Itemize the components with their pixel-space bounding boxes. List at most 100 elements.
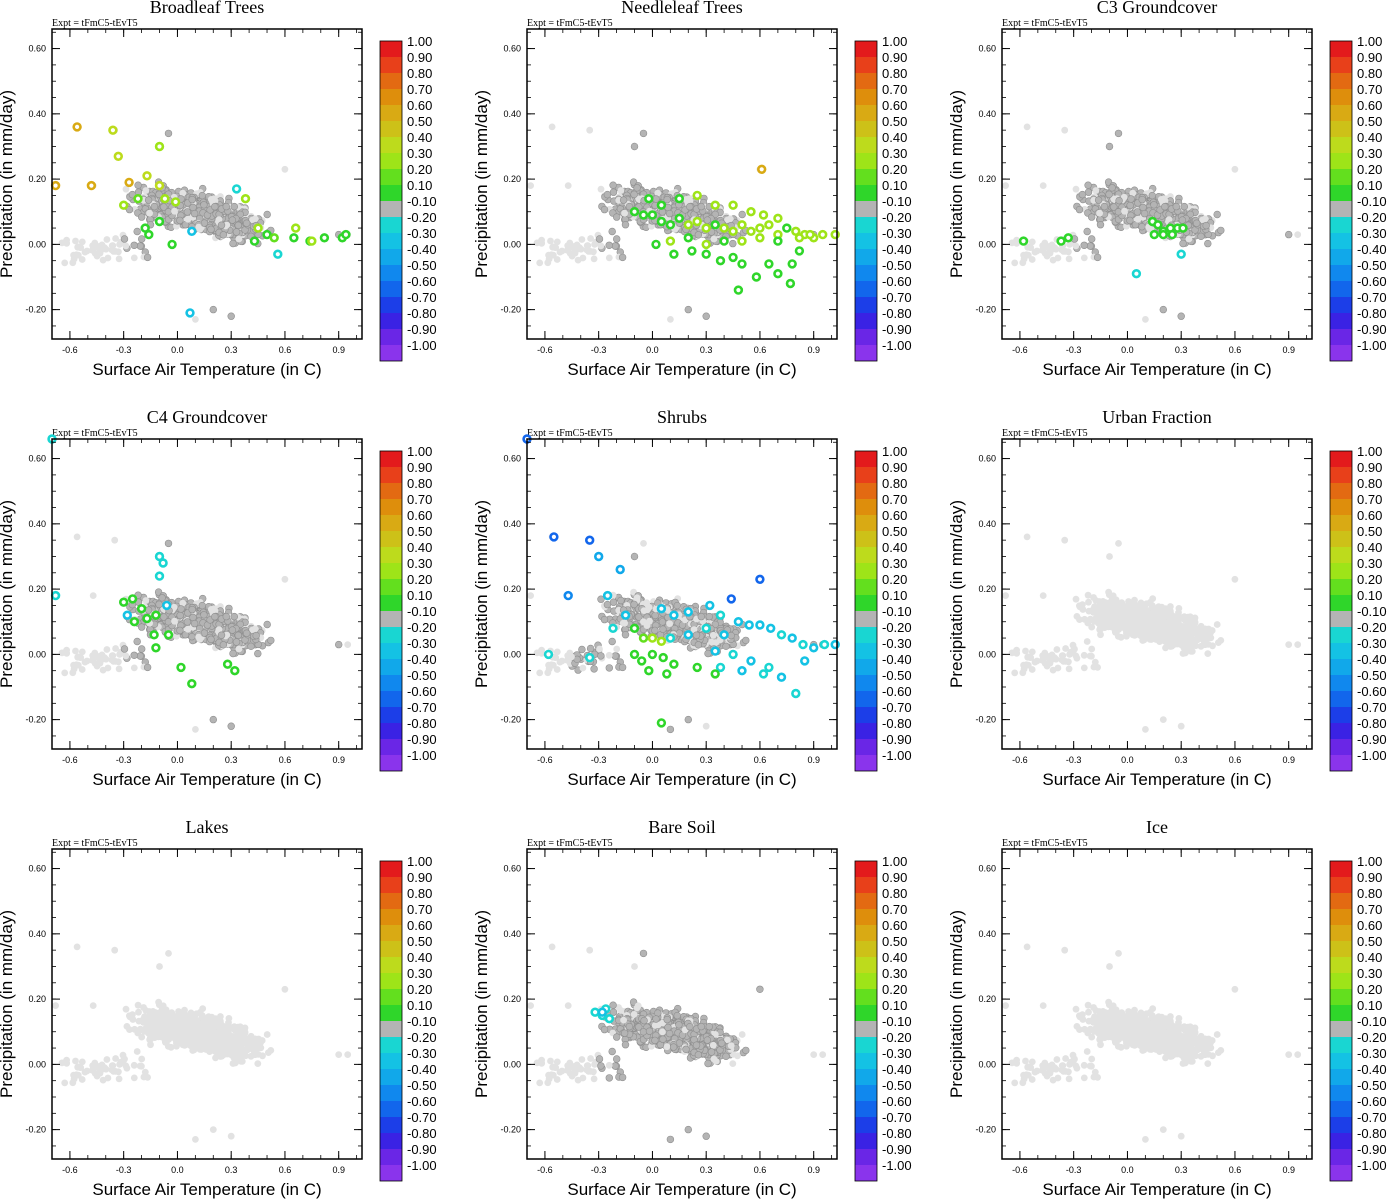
- data-point: [229, 239, 237, 248]
- data-point: [719, 236, 729, 246]
- colorbar-label: 0.40: [882, 130, 907, 145]
- data-point: [702, 312, 710, 320]
- data-point: [164, 539, 173, 548]
- data-point: [556, 248, 564, 256]
- data-point: [773, 269, 783, 279]
- data-point: [228, 216, 237, 224]
- data-point: [550, 243, 557, 251]
- plot-frame: [1001, 28, 1313, 340]
- data-point: [612, 213, 621, 221]
- data-point: [188, 632, 196, 641]
- data-point: [146, 209, 154, 217]
- x-axis-label: Surface Air Temperature (in C): [92, 770, 321, 789]
- data-point: [608, 227, 616, 236]
- y-tick-label: 0.40: [978, 109, 996, 119]
- data-point: [120, 235, 129, 243]
- colorbar-swatch: [380, 531, 402, 547]
- data-point: [1149, 229, 1160, 240]
- data-point: [564, 182, 572, 190]
- colorbar-label: -0.70: [882, 290, 912, 305]
- colorbar-swatch: [380, 57, 402, 73]
- data-point: [211, 203, 219, 211]
- colorbar-label: 0.60: [407, 508, 432, 523]
- data-point: [1065, 255, 1073, 263]
- data-point: [133, 227, 141, 236]
- data-point: [1178, 223, 1188, 233]
- data-point: [130, 651, 138, 659]
- data-point: [1159, 305, 1168, 314]
- data-point: [665, 236, 676, 246]
- data-point: [737, 236, 747, 246]
- data-point: [118, 597, 129, 607]
- scatter-points: [47, 434, 352, 733]
- colorbar-swatch: [855, 249, 877, 265]
- x-tick-label: 0.3: [225, 345, 238, 355]
- data-point: [184, 215, 192, 223]
- colorbar-label: 0.50: [407, 524, 432, 539]
- data-point: [605, 254, 613, 262]
- colorbar-swatch: [380, 105, 402, 121]
- data-point: [158, 558, 168, 568]
- x-tick-label: 0.9: [807, 345, 820, 355]
- data-point: [1192, 219, 1201, 227]
- data-point: [701, 223, 711, 233]
- colorbar-label: -0.30: [407, 226, 437, 241]
- data-point: [136, 603, 147, 614]
- colorbar-swatch: [1330, 233, 1352, 249]
- colorbar-label: -0.10: [1357, 194, 1387, 209]
- data-point: [1197, 232, 1205, 241]
- colorbar-swatch: [1330, 73, 1352, 89]
- colorbar-label: 0.50: [407, 114, 432, 129]
- colorbar-label: -0.80: [1357, 306, 1387, 321]
- data-point: [252, 631, 260, 640]
- data-point: [533, 239, 541, 247]
- data-point: [547, 237, 554, 245]
- colorbar-swatch: [380, 201, 402, 217]
- data-point: [115, 665, 123, 673]
- data-point: [144, 606, 153, 614]
- colorbar-swatch: [855, 281, 877, 297]
- colorbar-label: 1.00: [882, 34, 907, 49]
- data-point: [1023, 123, 1031, 131]
- data-point: [130, 241, 138, 250]
- colorbar-label: -0.80: [407, 716, 437, 731]
- data-point: [1172, 202, 1181, 211]
- data-point: [232, 228, 241, 236]
- data-point: [619, 196, 628, 204]
- data-point: [1204, 239, 1212, 248]
- data-point: [50, 180, 61, 191]
- data-point: [142, 613, 152, 624]
- colorbar-swatch: [380, 89, 402, 105]
- colorbar-label: 0.30: [882, 146, 907, 161]
- colorbar-swatch: [380, 611, 402, 627]
- data-point: [1096, 209, 1103, 217]
- colorbar-swatch: [855, 313, 877, 329]
- data-point: [1020, 255, 1028, 263]
- data-point: [222, 612, 231, 621]
- x-tick-label: -0.3: [116, 755, 132, 765]
- data-point: [1176, 249, 1186, 259]
- data-point: [692, 190, 702, 201]
- data-point: [1161, 203, 1169, 211]
- expt-label: Expt = tFmC5-tEvT5: [527, 18, 613, 29]
- colorbar-label: 0.50: [1357, 114, 1382, 129]
- data-point: [603, 190, 612, 199]
- data-point: [1075, 205, 1084, 214]
- colorbar-swatch: [380, 121, 402, 137]
- data-point: [1063, 233, 1074, 243]
- colorbar-label: 0.80: [882, 66, 907, 81]
- data-point: [176, 626, 184, 635]
- data-point: [341, 229, 351, 240]
- data-point: [566, 239, 574, 247]
- data-point: [1062, 248, 1069, 255]
- colorbar-swatch: [380, 73, 402, 89]
- data-point: [151, 643, 161, 653]
- colorbar-label: 0.60: [882, 98, 907, 113]
- data-point: [647, 210, 658, 220]
- data-point: [1134, 215, 1142, 223]
- colorbar-label: 0.70: [882, 82, 907, 97]
- colorbar-swatch: [855, 153, 877, 169]
- data-point: [1108, 184, 1116, 192]
